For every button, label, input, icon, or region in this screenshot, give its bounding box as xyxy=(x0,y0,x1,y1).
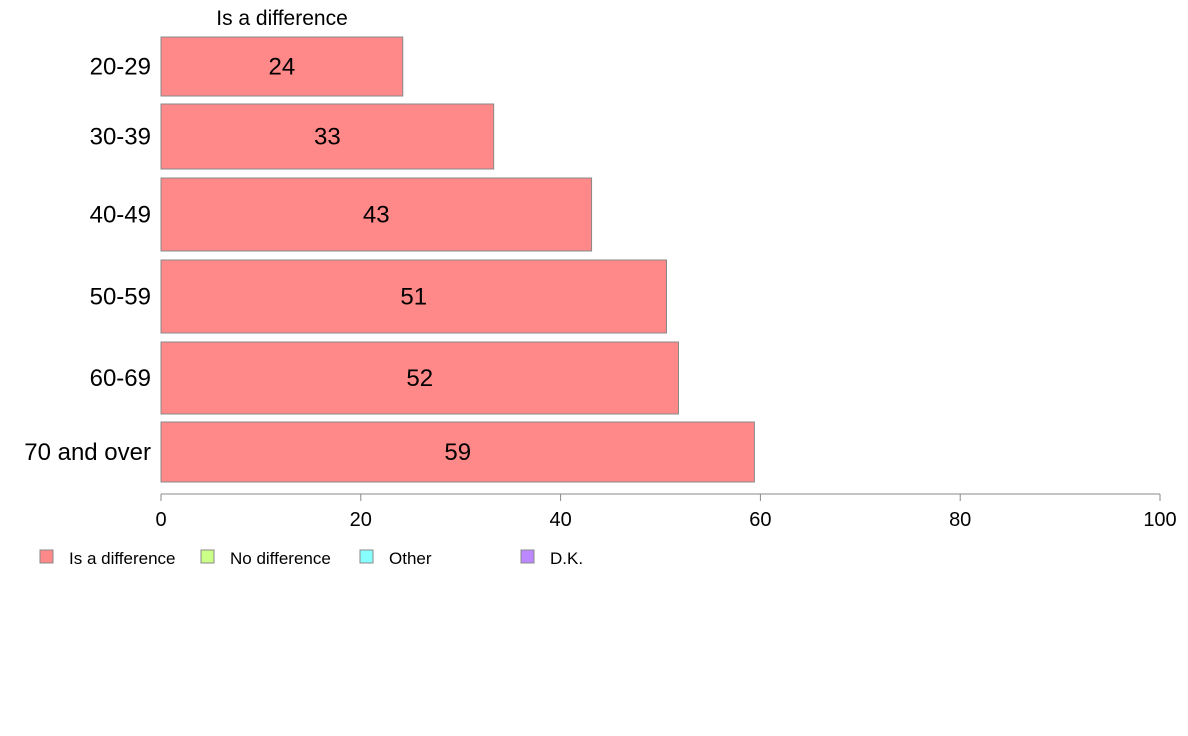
data-label: 51 xyxy=(400,284,427,311)
data-label: 59 xyxy=(444,439,471,466)
bar xyxy=(160,103,495,170)
legend-label: D.K. xyxy=(550,549,583,568)
legend-swatch xyxy=(39,549,54,564)
data-label: 52 xyxy=(406,365,433,392)
legend-label: Other xyxy=(389,549,432,568)
bar xyxy=(160,421,755,483)
category-label: 50-59 xyxy=(90,284,151,311)
x-tick-label: 0 xyxy=(155,509,166,531)
data-label: 33 xyxy=(314,124,341,151)
bar xyxy=(160,259,667,334)
category-label: 20-29 xyxy=(90,54,151,81)
legend-label: Is a difference xyxy=(69,549,175,568)
category-label: 30-39 xyxy=(90,124,151,151)
x-tick-label: 60 xyxy=(749,509,771,531)
legend-swatch xyxy=(200,549,215,564)
bar xyxy=(160,341,679,415)
legend: Is a difference No difference Other D.K. xyxy=(39,549,583,568)
legend-swatch xyxy=(520,549,535,564)
x-axis: 0 20 40 60 80 100 xyxy=(155,493,1177,531)
x-tick-label: 40 xyxy=(549,509,571,531)
data-label: 24 xyxy=(269,54,296,81)
category-label: 40-49 xyxy=(90,202,151,229)
bar xyxy=(160,36,404,97)
bar xyxy=(160,177,593,252)
x-tick-label: 20 xyxy=(350,509,372,531)
category-label: 60-69 xyxy=(90,365,151,392)
bars-group: 20-29 24 30-39 33 40-49 43 50-59 51 60-69 52 70 an… xyxy=(24,36,755,483)
data-label: 43 xyxy=(363,202,390,229)
column-header: Is a difference xyxy=(216,7,348,30)
x-tick-label: 80 xyxy=(949,509,971,531)
legend-swatch xyxy=(359,549,374,564)
legend-label: No difference xyxy=(230,549,331,568)
category-label: 70 and over xyxy=(24,439,151,466)
x-tick-label: 100 xyxy=(1143,509,1176,531)
